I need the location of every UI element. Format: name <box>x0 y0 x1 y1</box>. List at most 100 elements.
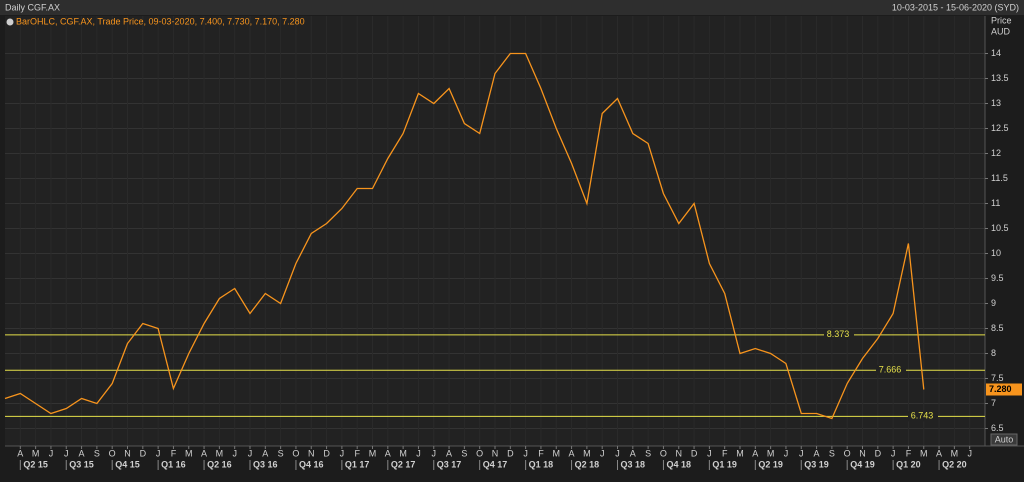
x-tick-label: N <box>308 448 315 458</box>
y-tick-label: 7.5 <box>991 373 1004 383</box>
y-tick-label: 10 <box>991 248 1001 258</box>
y-tick-label: 13.5 <box>991 73 1009 83</box>
x-tick-label: M <box>553 448 561 458</box>
y-tick-label: 14 <box>991 48 1001 58</box>
x-tick-label: J <box>891 448 896 458</box>
x-tick-label: A <box>201 448 207 458</box>
x-tick-label: A <box>262 448 268 458</box>
x-tick-label: M <box>767 448 775 458</box>
auto-button-label[interactable]: Auto <box>995 434 1014 444</box>
x-tick-label: J <box>64 448 69 458</box>
x-tick-label: J <box>248 448 253 458</box>
x-tick-label: M <box>216 448 224 458</box>
x-tick-label: O <box>109 448 116 458</box>
x-tick-label: M <box>185 448 193 458</box>
x-tick-label: N <box>859 448 866 458</box>
x-tick-label: A <box>79 448 85 458</box>
x-tick-label: M <box>583 448 591 458</box>
y-tick-label: 8.5 <box>991 323 1004 333</box>
x-tick-label: F <box>171 448 177 458</box>
x-tick-label: S <box>829 448 835 458</box>
x-tick-label: A <box>17 448 23 458</box>
x-tick-label: J <box>784 448 789 458</box>
quarter-label: Q4 19 <box>850 459 875 469</box>
x-tick-label: S <box>461 448 467 458</box>
quarter-label: Q1 17 <box>345 459 370 469</box>
quarter-label: Q2 15 <box>23 459 48 469</box>
level-label-bg <box>876 365 906 376</box>
x-tick-label: O <box>660 448 667 458</box>
price-line <box>4 52 925 420</box>
quarter-label: Q1 16 <box>161 459 186 469</box>
quarter-label: Q4 16 <box>299 459 324 469</box>
quarter-label: Q2 20 <box>942 459 967 469</box>
x-tick-label: S <box>645 448 651 458</box>
x-tick-label: F <box>722 448 728 458</box>
x-tick-label: O <box>476 448 483 458</box>
y-tick-label: 12 <box>991 148 1001 158</box>
level-label-bg <box>908 411 938 422</box>
x-tick-label: J <box>232 448 237 458</box>
x-tick-label: N <box>676 448 683 458</box>
quarter-label: Q1 19 <box>712 459 737 469</box>
x-tick-label: M <box>369 448 377 458</box>
x-tick-label: D <box>691 448 698 458</box>
x-tick-label: D <box>875 448 882 458</box>
x-tick-label: J <box>615 448 620 458</box>
quarter-label: Q2 19 <box>758 459 783 469</box>
quarter-label: Q2 16 <box>207 459 232 469</box>
x-tick-label: N <box>124 448 131 458</box>
y-tick-label: 11 <box>991 198 1000 208</box>
chart-title: Daily CGF.AX <box>5 2 60 12</box>
x-tick-label: J <box>340 448 345 458</box>
quarter-label: Q4 15 <box>115 459 140 469</box>
x-tick-label: A <box>752 448 758 458</box>
x-tick-label: J <box>967 448 972 458</box>
quarter-label: Q2 17 <box>391 459 416 469</box>
quarter-label: Q3 18 <box>621 459 646 469</box>
level-label: 7.666 <box>879 365 902 375</box>
x-tick-label: M <box>920 448 928 458</box>
date-range: 10-03-2015 - 15-06-2020 (SYD) <box>892 2 1019 12</box>
x-tick-label: F <box>906 448 912 458</box>
x-tick-label: S <box>94 448 100 458</box>
y-tick-label: 6.5 <box>991 423 1004 433</box>
x-tick-label: A <box>569 448 575 458</box>
quarter-label: Q4 18 <box>666 459 691 469</box>
level-label-bg <box>824 329 854 340</box>
x-tick-label: D <box>323 448 330 458</box>
x-tick-label: F <box>538 448 544 458</box>
x-tick-label: A <box>936 448 942 458</box>
y-axis-title: Price <box>991 15 1012 25</box>
x-tick-label: S <box>278 448 284 458</box>
x-tick-label: J <box>600 448 605 458</box>
quarter-label: Q1 18 <box>529 459 554 469</box>
x-tick-label: J <box>416 448 421 458</box>
quarter-label: Q2 18 <box>575 459 600 469</box>
x-tick-label: J <box>707 448 712 458</box>
x-tick-label: J <box>49 448 54 458</box>
quarter-label: Q1 20 <box>896 459 921 469</box>
y-tick-label: 9.5 <box>991 273 1004 283</box>
x-tick-label: A <box>446 448 452 458</box>
auto-button[interactable] <box>990 433 1018 446</box>
legend: BarOHLC, CGF.AX, Trade Price, 09-03-2020… <box>16 16 305 26</box>
x-tick-label: M <box>399 448 407 458</box>
quarter-label: Q4 17 <box>483 459 508 469</box>
y-tick-label: 8 <box>991 348 996 358</box>
grid-layer <box>5 16 985 446</box>
x-tick-label: M <box>951 448 959 458</box>
x-tick-label: D <box>140 448 147 458</box>
level-label: 8.373 <box>827 329 850 339</box>
x-tick-label: J <box>156 448 161 458</box>
quarter-label: Q3 17 <box>437 459 462 469</box>
x-tick-label: J <box>432 448 437 458</box>
x-tick-label: M <box>736 448 744 458</box>
y-tick-label: 7 <box>991 398 996 408</box>
x-tick-label: A <box>814 448 820 458</box>
last-price-box <box>986 383 1022 396</box>
x-tick-label: N <box>492 448 499 458</box>
x-tick-label: J <box>799 448 804 458</box>
